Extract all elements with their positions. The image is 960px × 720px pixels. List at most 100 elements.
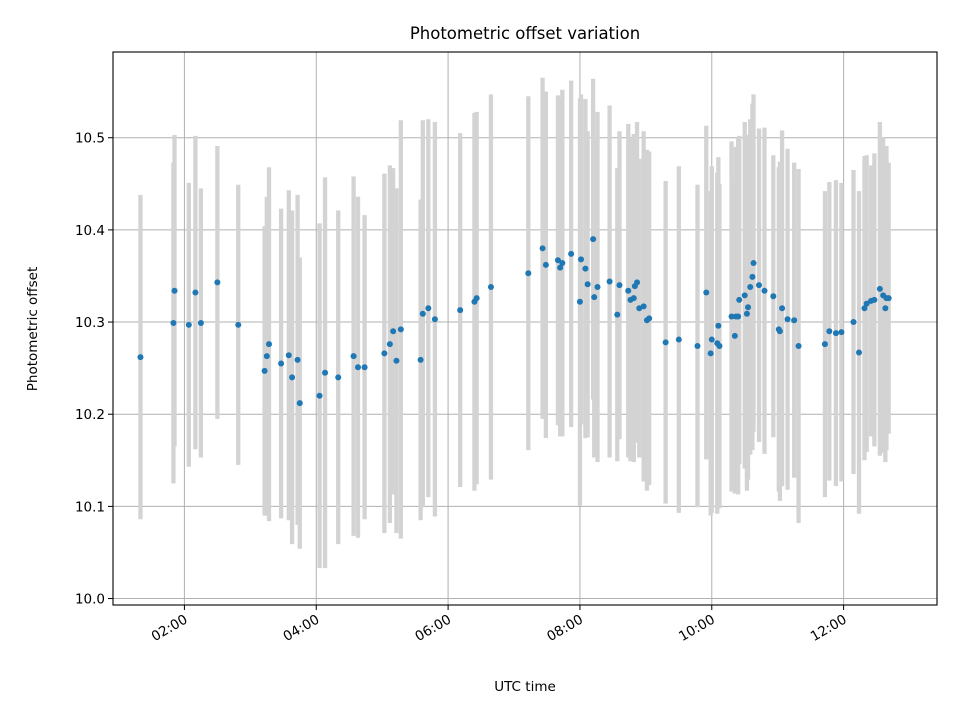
data-point [761,287,768,294]
data-point [630,295,637,302]
x-tick-label: 08:00 [544,612,586,645]
data-point [171,287,178,294]
data-point [735,313,742,320]
data-point [616,282,623,289]
data-point [525,270,532,277]
data-point [591,294,598,301]
data-point [170,319,177,326]
data-points [137,236,892,407]
data-point [261,367,268,374]
x-tick-label: 12:00 [808,612,850,645]
data-point [554,257,561,264]
data-point [728,313,735,320]
data-point [335,374,342,381]
data-point [756,282,763,289]
data-point [192,289,199,296]
data-point [355,364,362,371]
data-point [381,350,388,357]
data-point [278,360,285,367]
data-point [285,352,292,359]
y-tick-label: 10.5 [75,131,105,147]
data-point [779,305,786,312]
data-point [289,374,296,381]
data-point [578,256,585,263]
data-point [694,343,701,350]
data-point [640,303,647,310]
data-point [457,307,464,314]
data-point [863,300,870,307]
data-point [417,356,424,363]
y-axis-label: Photometric offset [25,267,41,391]
data-point [747,284,754,291]
data-point [750,260,757,267]
data-point [776,328,783,335]
data-point [876,285,883,292]
data-point [542,261,549,268]
x-tick-label: 04:00 [281,612,323,645]
data-point [736,296,743,303]
data-point [393,357,400,364]
data-point [594,284,601,291]
data-point [832,330,839,337]
y-tick-label: 10.4 [75,223,105,239]
plot-frame [112,51,938,606]
data-point [770,293,777,300]
data-point [568,250,575,257]
x-tick-label: 06:00 [412,612,454,645]
data-point [361,364,368,371]
data-point [590,236,597,243]
data-point [707,350,714,357]
data-point [614,311,621,318]
data-point [431,316,438,323]
data-point [675,336,682,343]
data-point [390,328,397,335]
data-point [425,305,432,312]
data-point [743,310,750,317]
data-point [634,279,641,286]
data-point [137,354,144,361]
y-tick-label: 10.2 [75,407,105,423]
data-point [350,353,357,360]
data-point [397,326,404,333]
data-point [294,356,301,363]
data-point [838,329,845,336]
data-point [235,321,242,328]
error-bars [138,77,891,569]
data-point [708,336,715,343]
data-point [855,349,862,356]
data-point [731,332,738,339]
data-point [871,296,878,303]
data-point [784,316,791,323]
data-point [821,341,828,348]
data-point [559,260,566,267]
data-point [197,319,204,326]
data-point [625,287,632,294]
data-point [296,400,303,407]
data-point [606,278,613,285]
data-point [419,310,426,317]
data-point [473,295,480,302]
data-point [582,265,589,272]
data-point [861,305,868,312]
data-point [263,353,270,360]
data-point [646,315,653,322]
x-axis-label: UTC time [494,679,556,695]
y-tick-label: 10.0 [75,592,105,608]
data-point [850,319,857,326]
data-point [214,279,221,286]
data-point [741,292,748,299]
data-point [316,392,323,399]
y-tick-label: 10.3 [75,315,105,331]
data-point [539,245,546,252]
data-point [795,343,802,350]
data-point [826,328,833,335]
data-point [584,281,591,288]
chart-title: Photometric offset variation [410,24,640,43]
data-point [557,264,564,271]
data-point [266,341,273,348]
data-point [716,343,723,350]
data-point [386,341,393,348]
x-tick-label: 10:00 [676,612,718,645]
data-point [791,317,798,324]
